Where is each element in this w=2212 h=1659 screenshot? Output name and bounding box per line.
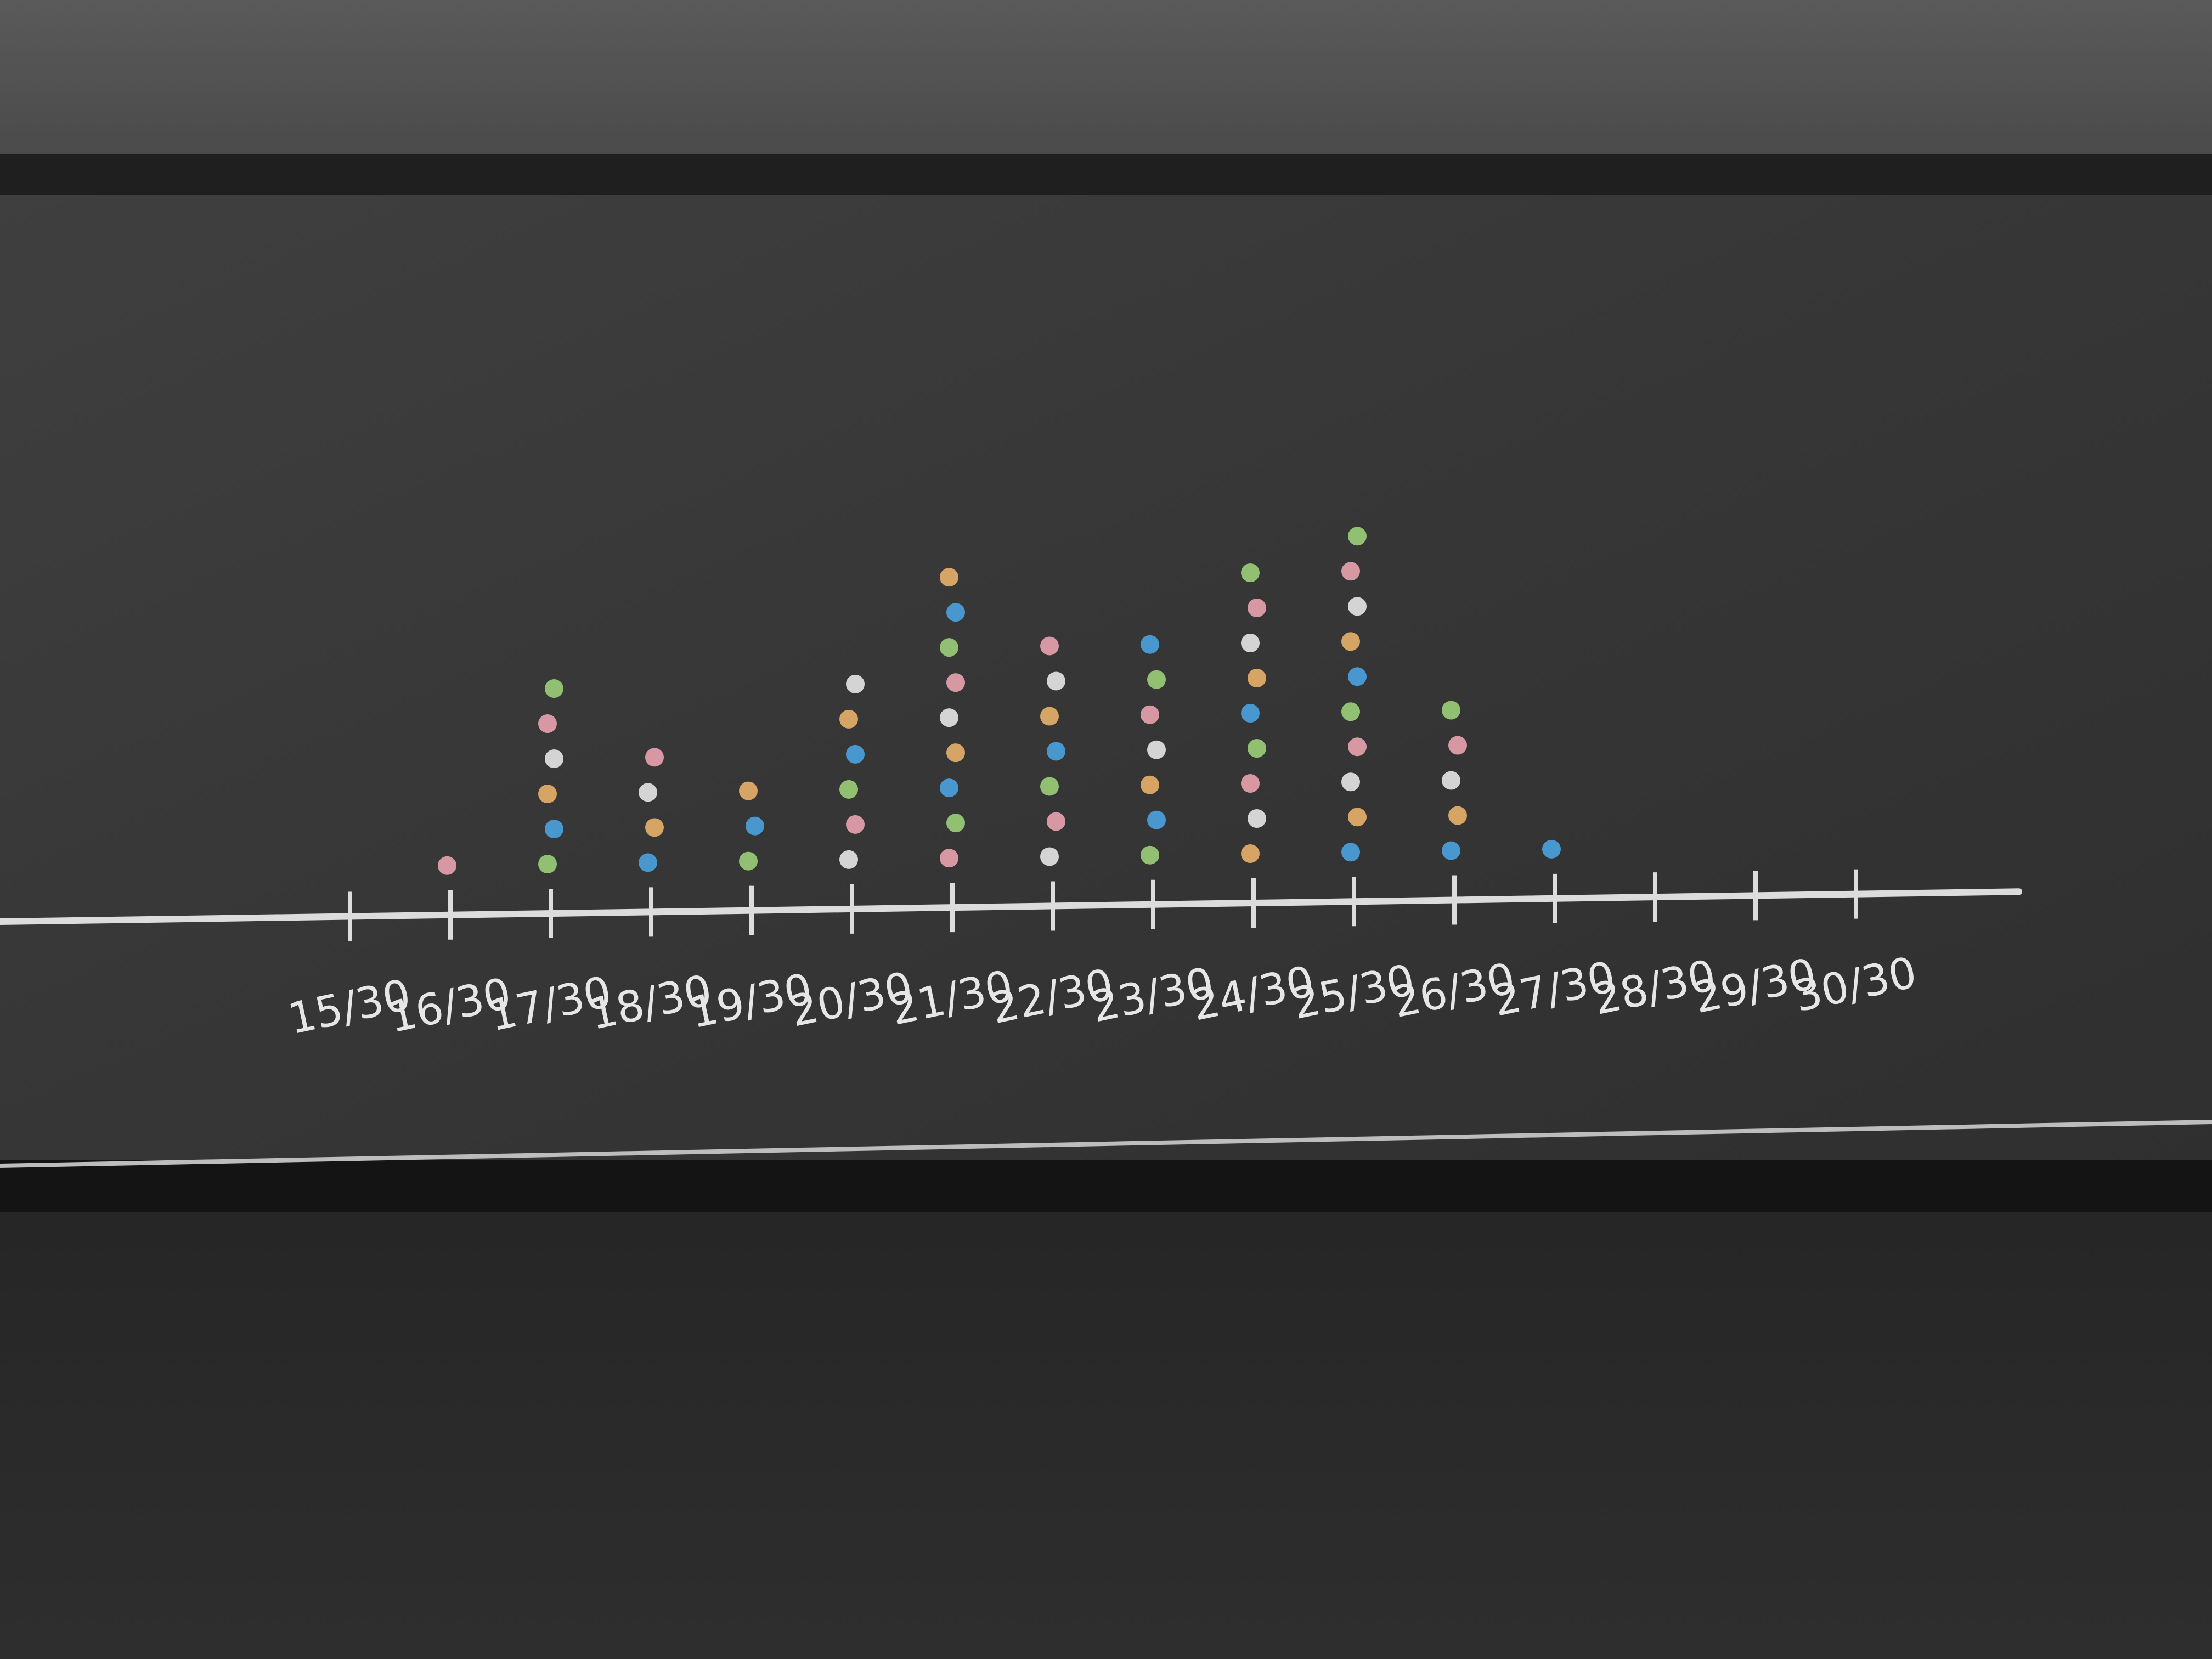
chalk-dot xyxy=(645,818,664,837)
board xyxy=(0,195,2212,1166)
chalk-dot xyxy=(1040,636,1059,656)
chalk-dot xyxy=(946,673,965,692)
chalk-dot xyxy=(1147,670,1166,689)
chalk-dot xyxy=(1341,562,1360,581)
chalk-dot xyxy=(1047,812,1065,831)
chalk-dot xyxy=(1040,707,1059,726)
chalk-dot xyxy=(1348,737,1367,757)
dot-column xyxy=(639,748,664,872)
tray-edge xyxy=(0,1120,2212,1168)
chalk-dot xyxy=(1341,843,1360,862)
dot-column xyxy=(1241,563,1266,863)
chalk-dot xyxy=(1147,740,1166,759)
chalk-dot xyxy=(1241,703,1260,723)
chalk-dot xyxy=(1248,738,1266,758)
chalk-dot xyxy=(1040,777,1059,796)
chalk-dot xyxy=(1241,563,1260,582)
chalk-dot xyxy=(1141,635,1159,654)
dot-column xyxy=(940,568,965,868)
chalk-dot xyxy=(846,744,865,764)
chalk-dot xyxy=(940,849,958,868)
chalk-dot xyxy=(846,674,865,693)
chalk-dot xyxy=(946,814,965,833)
chalk-dot xyxy=(1442,771,1460,790)
upper-board xyxy=(0,0,2212,159)
chalk-dot xyxy=(1448,736,1467,755)
chalk-dot xyxy=(940,638,958,657)
chalk-dot xyxy=(639,853,657,872)
dot-column xyxy=(739,781,764,871)
chalk-dot xyxy=(946,603,965,622)
chalk-dot xyxy=(1542,839,1561,859)
chalk-dot xyxy=(1141,775,1159,794)
chalk-dot xyxy=(1442,841,1460,860)
lower-board xyxy=(0,1212,2212,1659)
dot-column xyxy=(438,856,456,875)
chalk-dot xyxy=(1341,632,1360,651)
chalk-dot xyxy=(538,785,557,804)
dot-column xyxy=(1040,636,1065,866)
chalk-dot xyxy=(1248,598,1266,617)
chalk-dot xyxy=(739,781,758,800)
chalk-dot xyxy=(538,855,557,874)
dot-column xyxy=(538,679,563,874)
dot-plot: 15/3016/3017/3018/3019/3020/3021/3022/30… xyxy=(0,527,2022,1044)
chalk-dot xyxy=(1248,809,1266,828)
chalk-dot xyxy=(1348,597,1367,616)
chalk-dot xyxy=(839,709,858,729)
dot-column xyxy=(1141,635,1166,865)
board-rail xyxy=(0,154,2212,195)
dot-column xyxy=(1442,701,1467,860)
chalk-dot xyxy=(746,816,764,836)
chalk-dot xyxy=(1341,702,1360,721)
chalk-dot xyxy=(545,749,563,769)
chalk-dot xyxy=(1141,845,1159,865)
dot-column xyxy=(839,674,865,869)
chalk-dot xyxy=(1241,844,1260,863)
chalk-dot xyxy=(545,820,563,839)
chalk-dot xyxy=(538,714,557,733)
chalk-dot xyxy=(1448,806,1467,825)
chalk-dot xyxy=(1348,527,1367,546)
chalk-dot xyxy=(739,851,758,871)
chalk-dot xyxy=(1040,847,1059,866)
chalk-dot xyxy=(1348,667,1367,686)
dot-column xyxy=(1341,527,1367,862)
chalk-dot xyxy=(1047,672,1065,691)
chalk-dot xyxy=(1248,668,1266,687)
chalk-dot xyxy=(438,856,456,875)
chalk-dot xyxy=(1241,633,1260,652)
chalk-dot xyxy=(1147,810,1166,830)
chalk-dot xyxy=(545,679,563,698)
number-line xyxy=(0,888,2022,925)
chalk-dot xyxy=(1442,701,1460,720)
chalk-dot xyxy=(645,748,664,767)
chalk-dot xyxy=(940,708,958,727)
chalk-dot xyxy=(1348,808,1367,827)
chalk-dot xyxy=(940,568,958,587)
chalk-dot xyxy=(1141,705,1159,724)
chalk-dot xyxy=(839,780,858,799)
chalk-dot xyxy=(1241,774,1260,793)
chalk-dot xyxy=(846,815,865,834)
chalk-tray xyxy=(0,1160,2212,1212)
chalk-dot xyxy=(639,783,657,802)
chalk-dot xyxy=(940,778,958,798)
chalk-dot xyxy=(1047,742,1065,761)
chalk-dot xyxy=(839,850,858,869)
chalk-dot xyxy=(946,743,965,763)
chalk-dot xyxy=(1341,772,1360,792)
dot-column xyxy=(1542,839,1561,859)
